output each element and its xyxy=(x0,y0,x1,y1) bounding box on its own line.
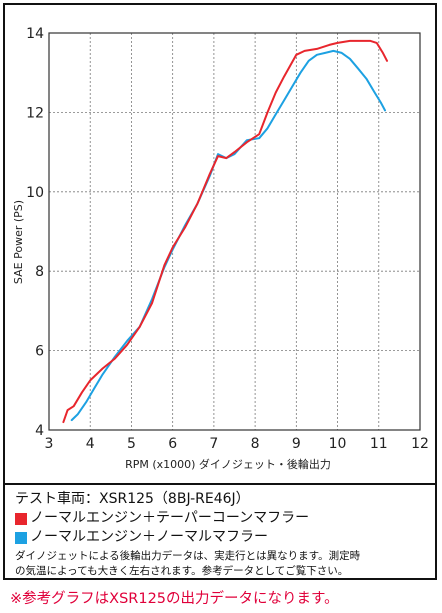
x-tick-label: 3 xyxy=(45,436,54,452)
chart-series xyxy=(62,39,388,424)
x-tick-label: 10 xyxy=(329,436,347,452)
disclaimer-note: ダイノジェットによる後輪出力データは、実走行とは異なります。測定時 の気温によっ… xyxy=(15,549,437,579)
x-axis-label: RPM (x1000) ダイノジェット・後輪出力 xyxy=(125,457,331,471)
legend-item-normal-muffler: ノーマルエンジン＋ノーマルマフラー xyxy=(15,528,437,547)
disclaimer-line: の気温によっても大きく左右されます。参考データとしてご覧下さい。 xyxy=(15,565,349,577)
disclaimer-line: ダイノジェットによる後輪出力データは、実走行とは異なります。測定時 xyxy=(15,550,361,562)
blue-swatch-icon xyxy=(15,531,27,544)
x-tick-label: 4 xyxy=(86,436,95,452)
y-tick-label: 12 xyxy=(26,105,44,121)
legend-item-taper-cone: ノーマルエンジン＋テーパーコーンマフラー xyxy=(15,509,437,528)
x-tick-label: 9 xyxy=(292,436,301,452)
legend-item-label: ノーマルエンジン＋テーパーコーンマフラー xyxy=(30,510,310,526)
y-tick-label: 8 xyxy=(35,264,44,280)
x-tick-label: 7 xyxy=(209,436,218,452)
footer-note: ※参考グラフはXSR125の出力データになります。 xyxy=(10,591,339,607)
x-tick-label: 11 xyxy=(370,436,388,452)
x-tick-label: 12 xyxy=(411,436,429,452)
y-tick-label: 14 xyxy=(26,26,44,42)
red-swatch-icon xyxy=(15,512,27,525)
test-vehicle-label: テスト車両：XSR125（8BJ-RE46J） xyxy=(15,491,250,507)
x-tick-label: 6 xyxy=(168,436,177,452)
y-tick-label: 6 xyxy=(35,344,44,360)
y-tick-label: 10 xyxy=(26,185,44,201)
legend-panel: テスト車両：XSR125（8BJ-RE46J） ノーマルエンジン＋テーパーコーン… xyxy=(3,483,437,580)
plot-border xyxy=(48,32,421,431)
y-axis-label: SAE Power (PS) xyxy=(12,200,25,284)
x-tick-label: 5 xyxy=(127,436,136,452)
series-line-normal-muffler xyxy=(70,49,386,422)
series-line-taper-cone xyxy=(62,39,388,424)
x-tick-label: 8 xyxy=(251,436,260,452)
y-tick-label: 4 xyxy=(35,423,44,439)
legend-item-label: ノーマルエンジン＋ノーマルマフラー xyxy=(30,529,268,545)
